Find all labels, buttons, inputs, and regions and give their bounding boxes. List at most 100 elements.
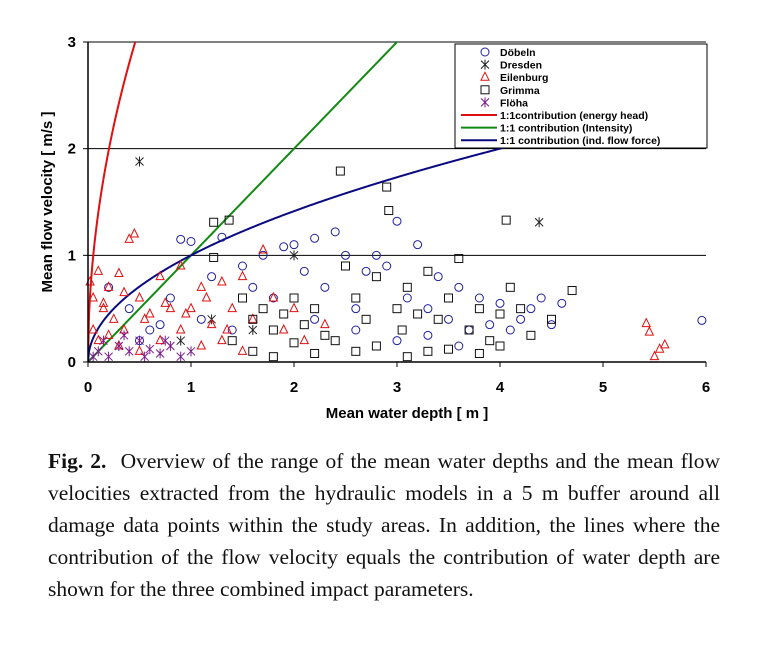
- point-1-16: [310, 233, 320, 243]
- legend-label-1: Döbeln: [500, 47, 536, 59]
- point-4-48: [268, 352, 278, 362]
- point-4-11: [310, 304, 320, 314]
- figure: 0 1 2 3 4 5 6 0 1 2 3 Döbeln Dresden Eilenburg Grimma…: [39, 34, 710, 422]
- x-tick-label-3: 3: [393, 379, 401, 396]
- scatter-chart: 0 1 2 3 4 5 6 0 1 2 3 DöbelnDresdenEilenburgGrimma…: [39, 34, 710, 422]
- legend-label-4: Grimma: [500, 85, 540, 97]
- point-4-43: [330, 336, 340, 346]
- point-1-47: [454, 341, 464, 351]
- point-4-24: [423, 266, 433, 276]
- point-3-24: [268, 291, 279, 302]
- point-4-1: [209, 217, 219, 227]
- point-3-27: [299, 334, 310, 345]
- point-3-39: [155, 334, 165, 345]
- legend-marker-3: [480, 71, 490, 81]
- point-1-46: [423, 330, 433, 340]
- point-4-27: [454, 254, 464, 264]
- legend-line-label-2: 1:1 contribution (Intensity): [500, 123, 632, 135]
- point-4-39: [423, 346, 433, 356]
- legend-marker-4: [480, 85, 490, 95]
- point-1-22: [371, 250, 381, 260]
- point-5-7: [145, 344, 155, 355]
- series-4: [209, 166, 577, 362]
- point-2-5: [248, 325, 258, 335]
- point-4-42: [495, 341, 505, 351]
- point-4-33: [505, 282, 515, 292]
- point-3-2: [88, 291, 98, 302]
- point-4-45: [371, 341, 381, 351]
- point-5-4: [114, 341, 124, 351]
- point-4-4: [238, 293, 247, 303]
- point-1-4: [165, 293, 175, 303]
- point-4-47: [248, 346, 258, 356]
- point-3-13: [155, 270, 165, 281]
- point-2-1: [135, 156, 144, 167]
- y-tick-label-1: 1: [68, 247, 76, 264]
- point-3-20: [227, 302, 238, 313]
- point-5-15: [160, 335, 170, 346]
- y-tick-label-3: 3: [68, 34, 76, 51]
- point-3-11: [134, 291, 145, 302]
- point-3-34: [88, 323, 98, 334]
- point-1-40: [697, 315, 707, 325]
- legend-marker-2: [480, 59, 490, 70]
- point-3-46: [139, 313, 150, 323]
- point-1-34: [495, 298, 505, 308]
- point-3-17: [196, 281, 207, 291]
- point-3-14: [165, 302, 176, 313]
- point-4-21: [397, 325, 407, 335]
- x-tick-label-6: 6: [702, 379, 710, 396]
- point-4-19: [384, 206, 394, 216]
- point-1-19: [341, 250, 350, 260]
- point-3-38: [134, 345, 145, 355]
- point-1-26: [413, 240, 423, 250]
- point-3-15: [175, 259, 186, 270]
- point-1-20: [351, 304, 361, 314]
- point-3-47: [160, 297, 171, 307]
- point-1-8: [217, 232, 227, 242]
- point-4-50: [310, 348, 320, 358]
- legend-label-5: Flöha: [500, 97, 528, 109]
- point-3-43: [237, 345, 248, 355]
- point-4-46: [227, 336, 237, 346]
- point-3-4: [98, 302, 109, 313]
- point-4-40: [444, 344, 453, 354]
- point-5-5: [124, 346, 134, 357]
- series-5: [88, 330, 196, 362]
- point-1-14: [289, 240, 299, 250]
- caption-text: Overview of the range of the mean water …: [48, 449, 720, 601]
- point-1-3: [145, 325, 155, 335]
- series-3: [85, 227, 670, 361]
- point-3-45: [119, 286, 129, 297]
- point-3-41: [196, 339, 207, 350]
- point-3-23: [258, 243, 268, 254]
- point-1-50: [155, 320, 165, 330]
- point-3-31: [649, 350, 660, 361]
- point-3-36: [103, 329, 114, 339]
- point-3-48: [181, 307, 191, 318]
- point-1-48: [516, 314, 526, 324]
- point-4-22: [402, 282, 412, 292]
- legend-label-3: Eilenburg: [500, 72, 548, 84]
- point-1-24: [392, 216, 402, 226]
- y-tick-label-2: 2: [68, 141, 76, 158]
- point-4-32: [501, 215, 511, 225]
- point-4-29: [474, 304, 484, 314]
- point-4-6: [258, 304, 268, 314]
- point-1-33: [485, 320, 495, 330]
- point-3-29: [641, 317, 652, 328]
- point-1-9: [238, 261, 247, 271]
- point-4-38: [402, 352, 412, 362]
- point-3-35: [93, 334, 104, 345]
- point-1-23: [382, 261, 392, 271]
- point-4-15: [351, 293, 361, 303]
- point-3-19: [217, 275, 227, 286]
- y-tick-label-0: 0: [68, 354, 76, 371]
- point-4-34: [516, 304, 526, 314]
- point-1-21: [361, 266, 371, 276]
- point-3-25: [278, 323, 289, 334]
- point-3-5: [103, 281, 114, 291]
- x-tick-label-1: 1: [187, 379, 195, 396]
- legend-box: [454, 43, 708, 149]
- point-1-43: [310, 314, 320, 324]
